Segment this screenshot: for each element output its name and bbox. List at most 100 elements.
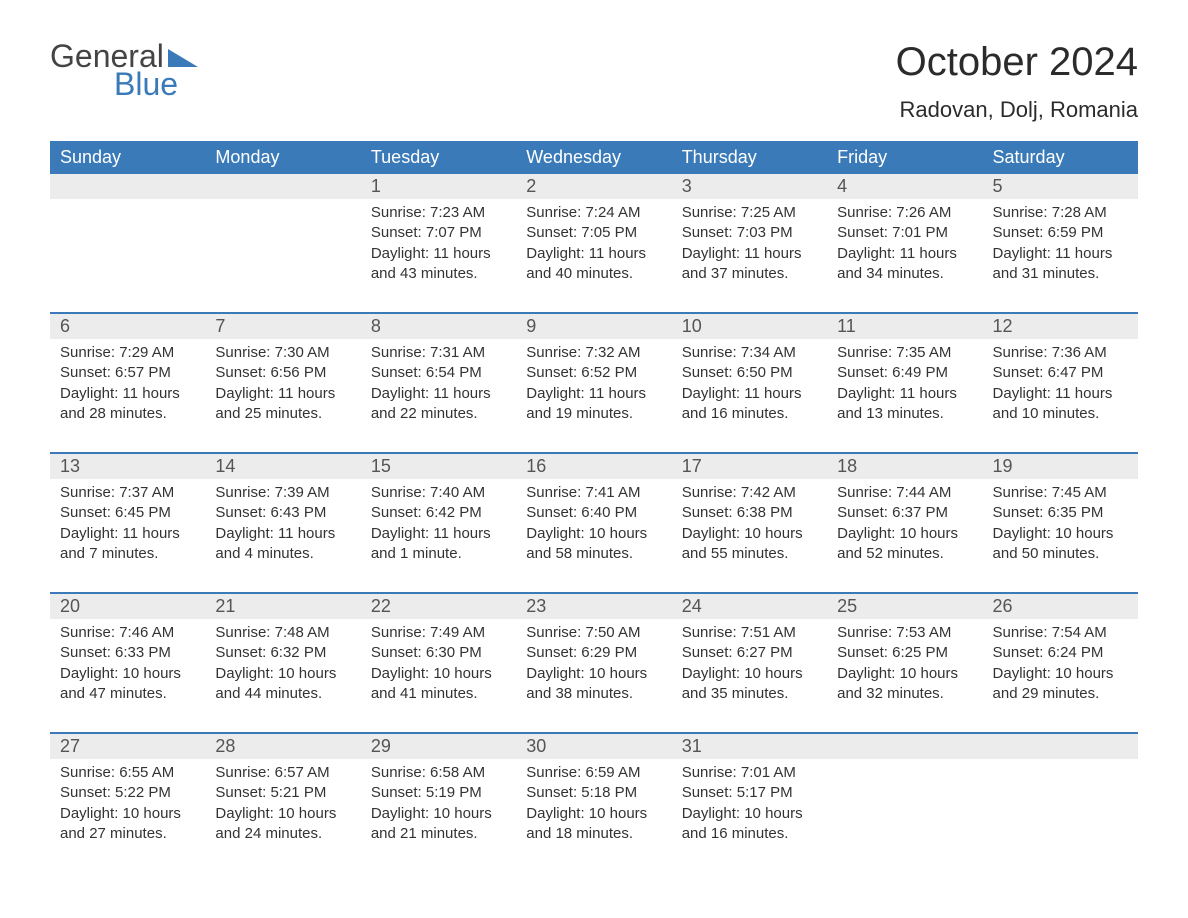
day-details: Sunrise: 7:31 AMSunset: 6:54 PMDaylight:… [361, 339, 516, 452]
calendar-day-cell: 26Sunrise: 7:54 AMSunset: 6:24 PMDayligh… [983, 593, 1138, 733]
day-number: 3 [672, 174, 827, 199]
daylight-text-1: Daylight: 11 hours [526, 244, 661, 264]
sunset-text: Sunset: 6:27 PM [682, 643, 817, 663]
day-number: 20 [50, 594, 205, 619]
daylight-text-1: Daylight: 11 hours [682, 384, 817, 404]
day-number: 21 [205, 594, 360, 619]
daylight-text-2: and 31 minutes. [993, 264, 1128, 284]
daylight-text-2: and 10 minutes. [993, 404, 1128, 424]
day-details: Sunrise: 6:59 AMSunset: 5:18 PMDaylight:… [516, 759, 671, 872]
sunset-text: Sunset: 6:29 PM [526, 643, 661, 663]
day-details: Sunrise: 6:55 AMSunset: 5:22 PMDaylight:… [50, 759, 205, 872]
day-details: Sunrise: 7:53 AMSunset: 6:25 PMDaylight:… [827, 619, 982, 732]
daylight-text-2: and 38 minutes. [526, 684, 661, 704]
day-details: Sunrise: 7:46 AMSunset: 6:33 PMDaylight:… [50, 619, 205, 732]
sunset-text: Sunset: 6:30 PM [371, 643, 506, 663]
calendar-day-cell: 17Sunrise: 7:42 AMSunset: 6:38 PMDayligh… [672, 453, 827, 593]
daylight-text-2: and 19 minutes. [526, 404, 661, 424]
day-details: Sunrise: 7:35 AMSunset: 6:49 PMDaylight:… [827, 339, 982, 452]
calendar-day-cell: 24Sunrise: 7:51 AMSunset: 6:27 PMDayligh… [672, 593, 827, 733]
daylight-text-1: Daylight: 10 hours [526, 664, 661, 684]
sunset-text: Sunset: 6:54 PM [371, 363, 506, 383]
calendar-day-cell: 23Sunrise: 7:50 AMSunset: 6:29 PMDayligh… [516, 593, 671, 733]
sunset-text: Sunset: 6:59 PM [993, 223, 1128, 243]
daylight-text-1: Daylight: 11 hours [60, 524, 195, 544]
day-number: 12 [983, 314, 1138, 339]
sunrise-text: Sunrise: 7:42 AM [682, 483, 817, 503]
calendar-day-cell: 28Sunrise: 6:57 AMSunset: 5:21 PMDayligh… [205, 733, 360, 872]
day-number: 28 [205, 734, 360, 759]
calendar-day-cell: 19Sunrise: 7:45 AMSunset: 6:35 PMDayligh… [983, 453, 1138, 593]
day-number: 13 [50, 454, 205, 479]
calendar-week-row: 1Sunrise: 7:23 AMSunset: 7:07 PMDaylight… [50, 174, 1138, 313]
calendar-day-cell: 29Sunrise: 6:58 AMSunset: 5:19 PMDayligh… [361, 733, 516, 872]
day-number: 27 [50, 734, 205, 759]
sunrise-text: Sunrise: 7:01 AM [682, 763, 817, 783]
daylight-text-2: and 13 minutes. [837, 404, 972, 424]
daylight-text-2: and 55 minutes. [682, 544, 817, 564]
calendar-day-cell [205, 174, 360, 313]
calendar-header-row: SundayMondayTuesdayWednesdayThursdayFrid… [50, 141, 1138, 174]
day-details: Sunrise: 7:41 AMSunset: 6:40 PMDaylight:… [516, 479, 671, 592]
logo-blue-text: Blue [50, 68, 198, 100]
weekday-header: Sunday [50, 141, 205, 174]
sunrise-text: Sunrise: 7:35 AM [837, 343, 972, 363]
day-details: Sunrise: 7:37 AMSunset: 6:45 PMDaylight:… [50, 479, 205, 592]
sunset-text: Sunset: 6:56 PM [215, 363, 350, 383]
day-number: 5 [983, 174, 1138, 199]
sunrise-text: Sunrise: 7:25 AM [682, 203, 817, 223]
day-details: Sunrise: 7:42 AMSunset: 6:38 PMDaylight:… [672, 479, 827, 592]
title-block: October 2024 Radovan, Dolj, Romania [896, 40, 1138, 123]
sunrise-text: Sunrise: 7:34 AM [682, 343, 817, 363]
day-details: Sunrise: 7:01 AMSunset: 5:17 PMDaylight:… [672, 759, 827, 872]
daylight-text-2: and 43 minutes. [371, 264, 506, 284]
daylight-text-2: and 41 minutes. [371, 684, 506, 704]
sunrise-text: Sunrise: 7:29 AM [60, 343, 195, 363]
calendar-day-cell: 13Sunrise: 7:37 AMSunset: 6:45 PMDayligh… [50, 453, 205, 593]
daylight-text-1: Daylight: 11 hours [215, 524, 350, 544]
day-details [205, 199, 360, 279]
sunrise-text: Sunrise: 7:48 AM [215, 623, 350, 643]
daylight-text-1: Daylight: 11 hours [371, 384, 506, 404]
daylight-text-2: and 21 minutes. [371, 824, 506, 844]
sunset-text: Sunset: 6:47 PM [993, 363, 1128, 383]
daylight-text-2: and 27 minutes. [60, 824, 195, 844]
sunrise-text: Sunrise: 6:58 AM [371, 763, 506, 783]
daylight-text-2: and 4 minutes. [215, 544, 350, 564]
sunrise-text: Sunrise: 6:59 AM [526, 763, 661, 783]
day-number: 17 [672, 454, 827, 479]
day-number: 22 [361, 594, 516, 619]
day-number [50, 174, 205, 199]
sunset-text: Sunset: 6:35 PM [993, 503, 1128, 523]
sunset-text: Sunset: 6:40 PM [526, 503, 661, 523]
day-details: Sunrise: 7:39 AMSunset: 6:43 PMDaylight:… [205, 479, 360, 592]
day-details: Sunrise: 7:40 AMSunset: 6:42 PMDaylight:… [361, 479, 516, 592]
sunset-text: Sunset: 6:38 PM [682, 503, 817, 523]
sunrise-text: Sunrise: 7:37 AM [60, 483, 195, 503]
day-number: 4 [827, 174, 982, 199]
day-number [827, 734, 982, 759]
weekday-header: Tuesday [361, 141, 516, 174]
daylight-text-2: and 44 minutes. [215, 684, 350, 704]
daylight-text-1: Daylight: 11 hours [526, 384, 661, 404]
sunrise-text: Sunrise: 7:30 AM [215, 343, 350, 363]
day-number: 11 [827, 314, 982, 339]
sunrise-text: Sunrise: 7:53 AM [837, 623, 972, 643]
day-details: Sunrise: 7:51 AMSunset: 6:27 PMDaylight:… [672, 619, 827, 732]
day-number: 30 [516, 734, 671, 759]
sunset-text: Sunset: 6:52 PM [526, 363, 661, 383]
sunrise-text: Sunrise: 7:46 AM [60, 623, 195, 643]
daylight-text-1: Daylight: 10 hours [60, 664, 195, 684]
calendar-day-cell: 12Sunrise: 7:36 AMSunset: 6:47 PMDayligh… [983, 313, 1138, 453]
day-details: Sunrise: 7:29 AMSunset: 6:57 PMDaylight:… [50, 339, 205, 452]
calendar-day-cell: 4Sunrise: 7:26 AMSunset: 7:01 PMDaylight… [827, 174, 982, 313]
daylight-text-1: Daylight: 11 hours [993, 384, 1128, 404]
daylight-text-2: and 16 minutes. [682, 404, 817, 424]
sunrise-text: Sunrise: 7:45 AM [993, 483, 1128, 503]
calendar-day-cell [827, 733, 982, 872]
sunset-text: Sunset: 6:45 PM [60, 503, 195, 523]
day-number: 14 [205, 454, 360, 479]
calendar-day-cell: 6Sunrise: 7:29 AMSunset: 6:57 PMDaylight… [50, 313, 205, 453]
day-number: 15 [361, 454, 516, 479]
sunset-text: Sunset: 6:50 PM [682, 363, 817, 383]
